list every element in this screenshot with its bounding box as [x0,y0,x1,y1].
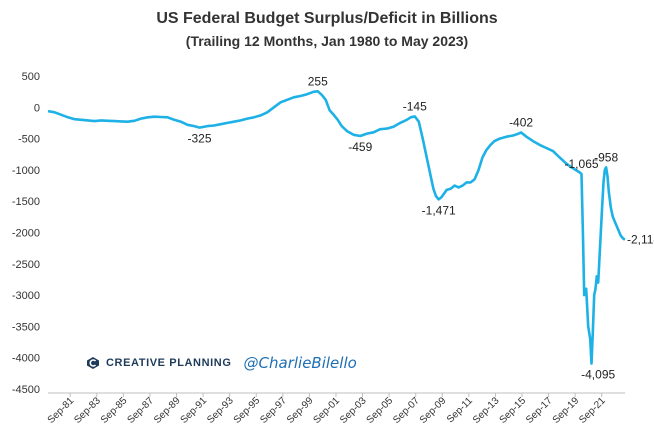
x-tick-label: Sep-83 [72,395,103,426]
y-tick-label: -3000 [12,290,40,302]
x-tick-label: Sep-85 [99,395,130,426]
x-tick-label: Sep-93 [205,395,236,426]
x-tick-label: Sep-87 [125,395,156,426]
y-tick-label: -4500 [12,384,40,396]
x-tick-label: Sep-09 [418,395,449,426]
y-tick-label: 0 [34,102,40,114]
y-axis: 500 0 -500 -1000 -1500 -2000 -2500 -3000 -3500 -4… [12,71,40,396]
data-label: -1,065 [565,157,599,171]
deficit-series-line [47,90,626,365]
data-label: -2,114 [627,233,654,247]
x-tick-label: Sep-97 [258,395,289,426]
x-tick-label: Sep-21 [577,395,608,426]
x-tick-label: Sep-89 [152,395,183,426]
author-handle[interactable]: @CharlieBilello [243,354,357,372]
x-tick-label: Sep-07 [391,395,422,426]
x-tick-label: Sep-19 [551,395,582,426]
y-tick-label: -3500 [12,321,40,333]
data-label: -145 [403,99,427,113]
y-tick-label: -500 [18,134,40,146]
data-label: 255 [308,74,328,88]
data-label: -958 [594,150,618,164]
x-tick-label: Sep-17 [524,395,555,426]
company-name: CREATIVE PLANNING [106,357,232,369]
y-tick-label: -1000 [12,165,40,177]
x-tick-label: Sep-13 [471,395,502,426]
data-label: -1,471 [422,203,456,217]
y-tick-label: -1500 [12,196,40,208]
y-tick-label: -4000 [12,353,40,365]
y-tick-label: -2000 [12,228,40,240]
x-tick-label: Sep-81 [46,395,77,426]
branding: CREATIVE PLANNING @CharlieBilello [86,354,357,372]
x-tick-label: Sep-01 [312,395,343,426]
data-label: -402 [509,115,533,129]
x-tick-label: Sep-11 [445,395,475,425]
x-tick-label: Sep-15 [498,395,529,426]
x-tick-label: Sep-05 [365,395,396,426]
y-tick-label: 500 [22,71,40,83]
chart-subtitle: (Trailing 12 Months, Jan 1980 to May 202… [185,33,469,49]
chart-title: US Federal Budget Surplus/Deficit in Bil… [156,10,498,27]
series-layer [47,90,626,365]
data-labels: -325 255 -459 -145 -1,471 -402 -1,065 -4,095 -95… [187,74,654,381]
x-tick-label: Sep-99 [285,395,316,426]
data-label: -325 [187,132,211,146]
x-tick-label: Sep-91 [179,395,210,426]
data-label: -459 [348,140,372,154]
data-label: -4,095 [581,368,615,382]
x-tick-label: Sep-03 [338,395,369,426]
x-axis: Sep-81Sep-83Sep-85Sep-87Sep-89Sep-91Sep-… [46,392,625,426]
x-tick-label: Sep-95 [232,395,263,426]
y-tick-label: -2500 [12,259,40,271]
creative-planning-logo-icon [87,357,99,369]
